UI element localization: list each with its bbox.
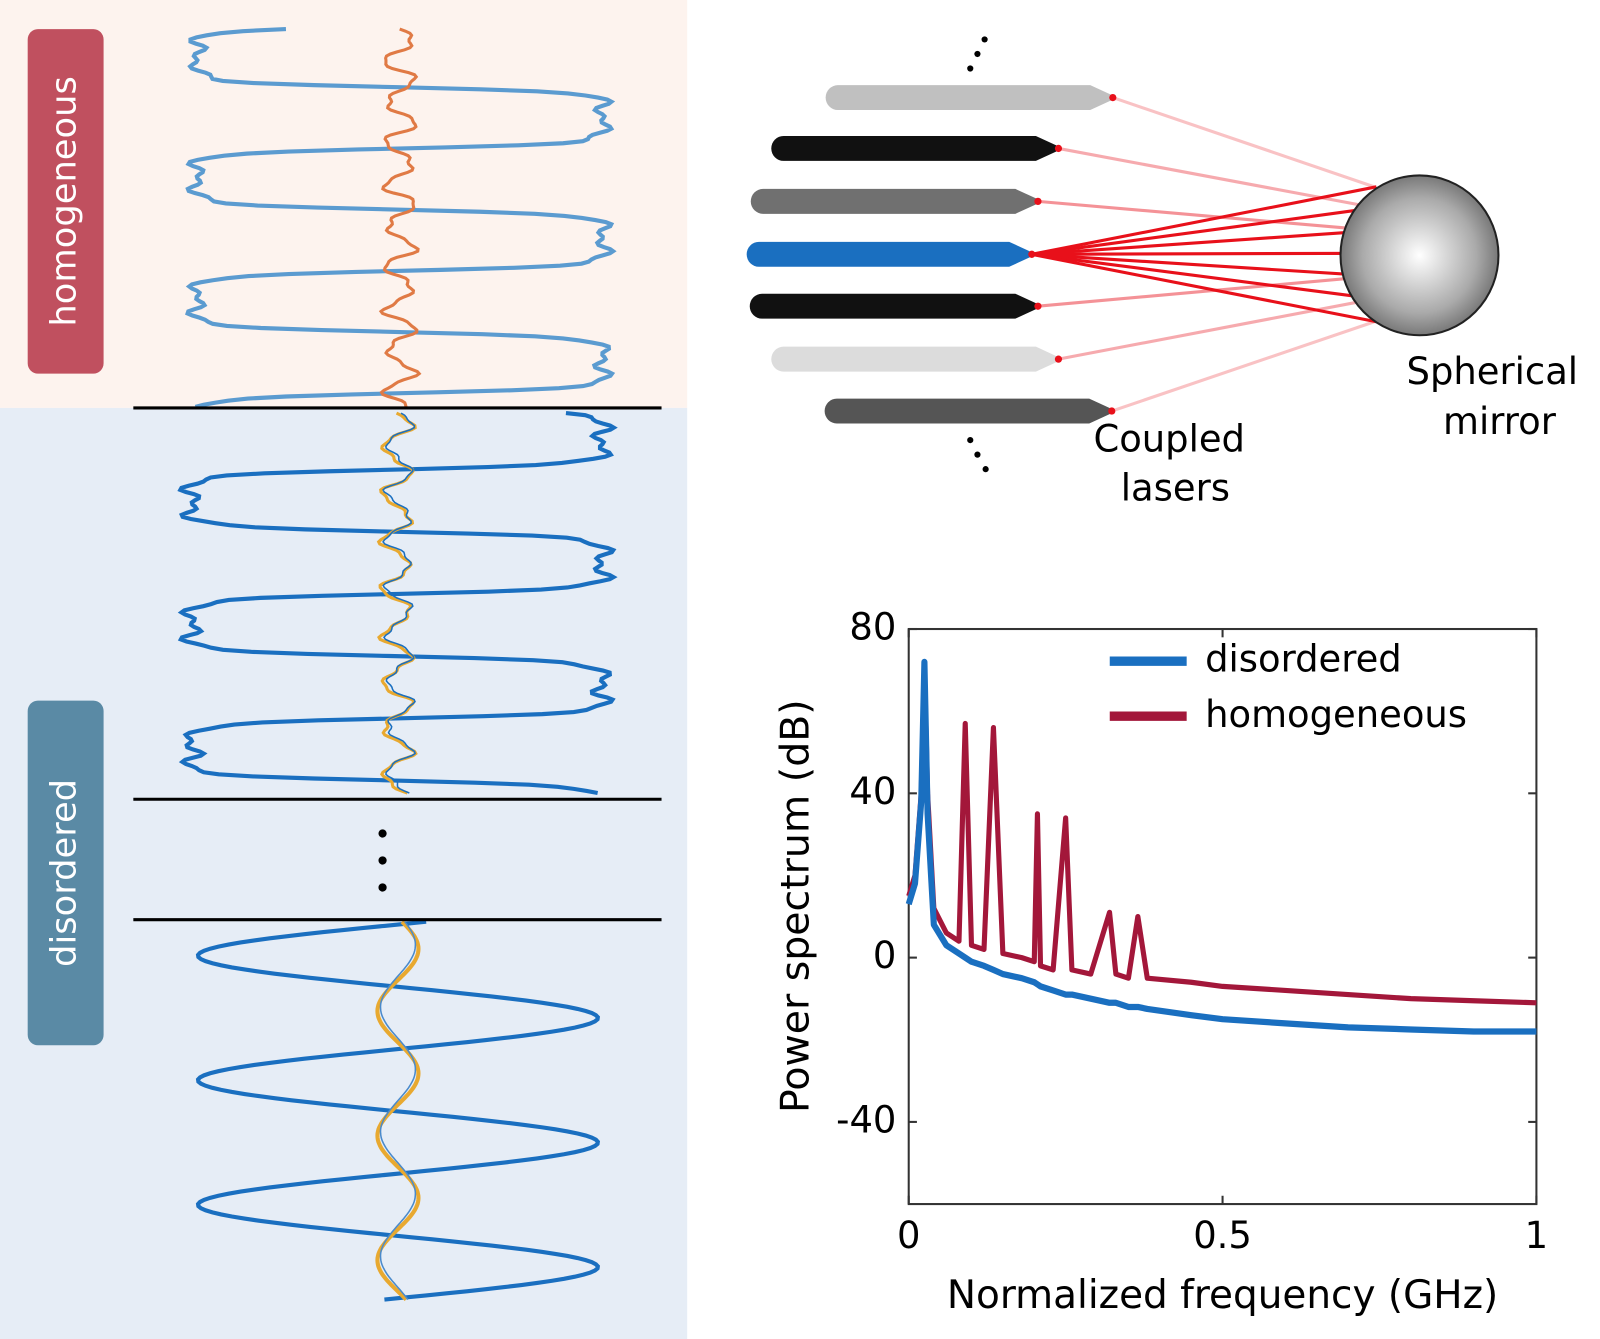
laser	[825, 85, 1113, 111]
diagram-label: Coupled	[1093, 418, 1245, 461]
laser	[771, 135, 1059, 161]
y-tick-label: 0	[873, 934, 896, 977]
y-axis-label: Power spectrum (dB)	[774, 699, 819, 1113]
waveform	[177, 411, 618, 796]
series-line	[906, 659, 1537, 1006]
waveform	[378, 27, 422, 408]
laser-tip	[1054, 144, 1063, 153]
diagram-label: lasers	[1121, 466, 1230, 509]
legend-label: disordered	[1205, 638, 1402, 681]
laser	[771, 346, 1059, 372]
beam	[1037, 199, 1375, 232]
y-tick-label: -40	[836, 1098, 896, 1141]
beam	[1031, 252, 1377, 278]
diagram-label: Spherical	[1407, 350, 1579, 393]
laser-tip	[1108, 407, 1116, 415]
beam	[1037, 274, 1375, 308]
diagram-label: mirror	[1443, 400, 1557, 443]
beam	[1031, 206, 1377, 256]
chart: -40 0 40 80 0 0.5 1 Normalized frequency (GHz) P…	[774, 605, 1549, 1318]
waveforms	[177, 26, 618, 1302]
laser	[824, 398, 1112, 424]
plot-frame	[907, 627, 1538, 1206]
label-box	[27, 700, 104, 1046]
panel-label: disordered	[44, 779, 85, 967]
laser-tip	[1109, 93, 1117, 102]
disordered-bg	[0, 407, 688, 1339]
legend-label: homogeneous	[1205, 693, 1467, 736]
beam	[1031, 252, 1377, 301]
label-box	[27, 29, 104, 374]
x-tick-label: 1	[1525, 1214, 1548, 1257]
x-tick-label: 0	[897, 1214, 920, 1257]
beam	[1111, 320, 1375, 413]
laser-tip	[1028, 250, 1036, 258]
waveform	[382, 412, 416, 794]
beam	[1058, 146, 1375, 210]
ellipsis	[378, 829, 387, 892]
spherical-mirror	[1339, 174, 1500, 337]
waveform	[379, 921, 417, 1301]
beam	[1031, 185, 1377, 256]
laser	[750, 188, 1038, 214]
laser	[746, 241, 1032, 267]
laser-tip	[1034, 197, 1042, 206]
x-tick-label: 0.5	[1193, 1214, 1252, 1257]
laser-array	[746, 85, 1377, 424]
beam	[1031, 252, 1377, 324]
beam	[1031, 228, 1377, 256]
beam	[1058, 297, 1375, 361]
ellipsis	[967, 36, 989, 473]
beam	[1031, 251, 1377, 256]
beam	[1112, 96, 1375, 189]
waveform	[185, 26, 617, 409]
y-tick-label: 40	[849, 770, 896, 813]
waveform	[376, 411, 418, 795]
y-tick-label: 80	[849, 605, 896, 648]
laser	[749, 293, 1038, 319]
waveform	[375, 920, 421, 1302]
series-line	[905, 658, 1537, 1035]
panel-label: homogeneous	[44, 76, 85, 326]
x-axis-label: Normalized frequency (GHz)	[947, 1273, 1498, 1318]
laser-tip	[1034, 302, 1042, 310]
laser-tip	[1054, 355, 1063, 363]
